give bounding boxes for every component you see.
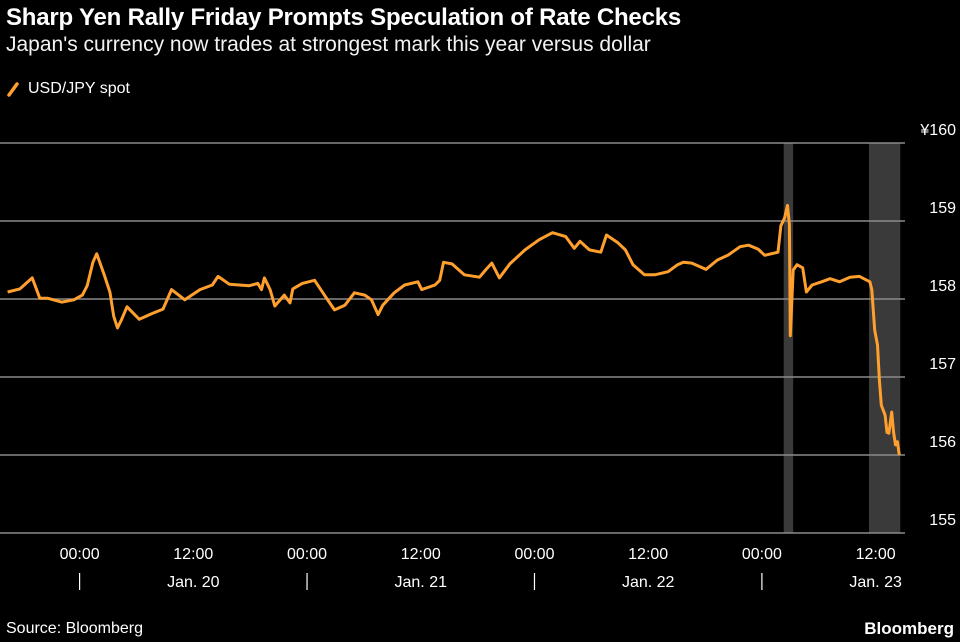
legend-label: USD/JPY spot <box>28 80 130 97</box>
x-tick-label: 00:00 <box>742 546 782 563</box>
day-label: Jan. 20 <box>167 574 220 591</box>
x-tick-label: 12:00 <box>173 546 213 563</box>
source-note: Source: Bloomberg <box>6 620 143 637</box>
day-label: Jan. 23 <box>849 574 902 591</box>
legend-line-icon <box>7 82 19 97</box>
y-tick-label: ¥160 <box>919 122 956 139</box>
chart-subtitle: Japan's currency now trades at strongest… <box>6 33 651 56</box>
shaded-range <box>783 143 794 533</box>
day-label: Jan. 22 <box>622 574 675 591</box>
x-tick-label: 12:00 <box>401 546 441 563</box>
x-tick-label: 00:00 <box>60 546 100 563</box>
chart-title: Sharp Yen Rally Friday Prompts Speculati… <box>6 4 682 31</box>
x-tick-label: 12:00 <box>856 546 896 563</box>
bloomberg-logo: Bloomberg <box>864 619 954 638</box>
series-line-usd-jpy <box>7 203 901 456</box>
x-tick-label: 12:00 <box>628 546 668 563</box>
y-tick-label: 158 <box>929 278 956 295</box>
day-label: Jan. 21 <box>395 574 448 591</box>
x-tick-label: 00:00 <box>514 546 554 563</box>
legend: USD/JPY spot <box>6 80 130 98</box>
y-tick-label: 159 <box>929 200 956 217</box>
shaded-range <box>868 143 901 533</box>
y-tick-label: 156 <box>929 434 956 451</box>
y-tick-label: 155 <box>929 512 956 529</box>
x-tick-label: 00:00 <box>287 546 327 563</box>
y-tick-label: 157 <box>929 356 956 373</box>
